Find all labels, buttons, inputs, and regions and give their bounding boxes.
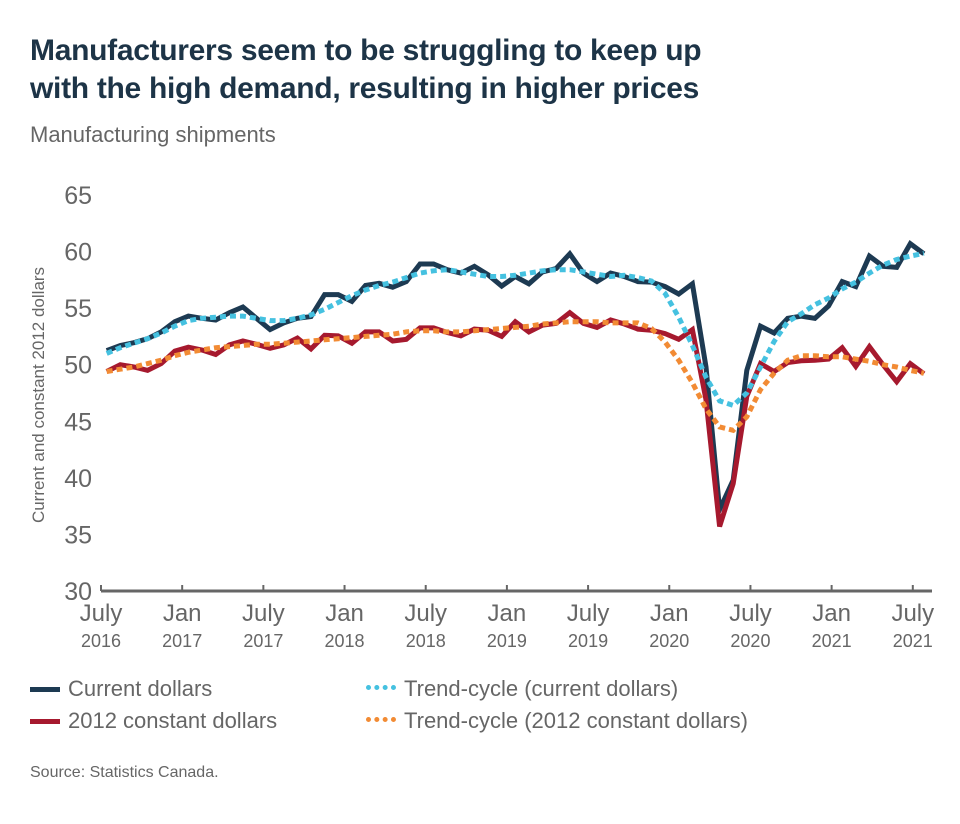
y-axis-label: Current and constant 2012 dollars [29, 267, 48, 523]
title-line-1: Manufacturers seem to be struggling to k… [30, 34, 702, 67]
x-tick-label-month: July [891, 600, 934, 627]
x-tick-label-month: Jan [325, 600, 364, 627]
x-tick-label-year: 2019 [487, 631, 527, 651]
x-tick-label-year: 2018 [325, 631, 365, 651]
x-tick-label-month: July [567, 600, 610, 627]
line-chart: Current and constant 2012 dollars 30 35 40… [29, 182, 934, 651]
x-tick-label-year: 2018 [406, 631, 446, 651]
x-tick-label-month: July [729, 600, 772, 627]
y-tick-label: 45 [64, 408, 92, 436]
y-tick-label: 60 [64, 239, 92, 267]
series-group [105, 240, 926, 528]
y-axis-ticks: 30 35 40 45 50 55 60 65 [64, 182, 92, 606]
y-tick-label: 55 [64, 295, 92, 323]
y-tick-label: 50 [64, 352, 92, 380]
x-tick-label-year: 2021 [893, 631, 933, 651]
y-tick-label: 65 [64, 182, 92, 210]
y-tick-label: 35 [64, 521, 92, 549]
legend-swatch-trend-constant [366, 716, 396, 726]
y-tick-label: 30 [64, 578, 92, 606]
legend-label-current: Current dollars [68, 676, 213, 701]
x-tick-label-year: 2017 [162, 631, 202, 651]
series-current-dollars [105, 240, 926, 519]
chart-title: Manufacturers seem to be struggling to k… [30, 32, 930, 108]
series-trend-current [105, 250, 925, 409]
series-trend-constant [106, 319, 925, 434]
x-tick-label-year: 2019 [568, 631, 608, 651]
x-tick-label-month: July [404, 600, 447, 627]
x-tick-label-month: July [80, 600, 123, 627]
x-tick-label-year: 2020 [649, 631, 689, 651]
x-tick-label-year: 2021 [812, 631, 852, 651]
legend-item-current: Current dollars [30, 676, 212, 702]
y-tick-label: 40 [64, 465, 92, 493]
legend-label-trend-constant: Trend-cycle (2012 constant dollars) [404, 708, 749, 733]
legend-swatch-constant [30, 718, 60, 724]
legend-swatch-trend-current [366, 684, 396, 694]
legend-item-trend-current: Trend-cycle (current dollars) [366, 676, 678, 702]
legend-label-trend-current: Trend-cycle (current dollars) [404, 676, 679, 701]
legend-item-trend-constant: Trend-cycle (2012 constant dollars) [366, 708, 748, 734]
title-line-2: with the high demand, resulting in highe… [30, 72, 699, 105]
x-tick-label-month: Jan [650, 600, 689, 627]
x-tick-label-year: 2020 [730, 631, 770, 651]
x-tick-label-month: July [242, 600, 285, 627]
source-note: Source: Statistics Canada. [30, 764, 219, 781]
legend-label-constant: 2012 constant dollars [68, 708, 278, 733]
x-tick-label-month: Jan [163, 600, 202, 627]
x-tick-label-month: Jan [812, 600, 851, 627]
x-tick-label-year: 2017 [243, 631, 283, 651]
x-tick-label-year: 2016 [81, 631, 121, 651]
chart-subtitle: Manufacturing shipments [30, 122, 276, 147]
x-axis: July 2016 Jan 2017 July 2017 Jan 2018 July 2018 Ja… [80, 585, 934, 651]
x-tick-label-month: Jan [488, 600, 527, 627]
legend-item-constant: 2012 constant dollars [30, 708, 277, 734]
legend-swatch-current [30, 686, 60, 692]
